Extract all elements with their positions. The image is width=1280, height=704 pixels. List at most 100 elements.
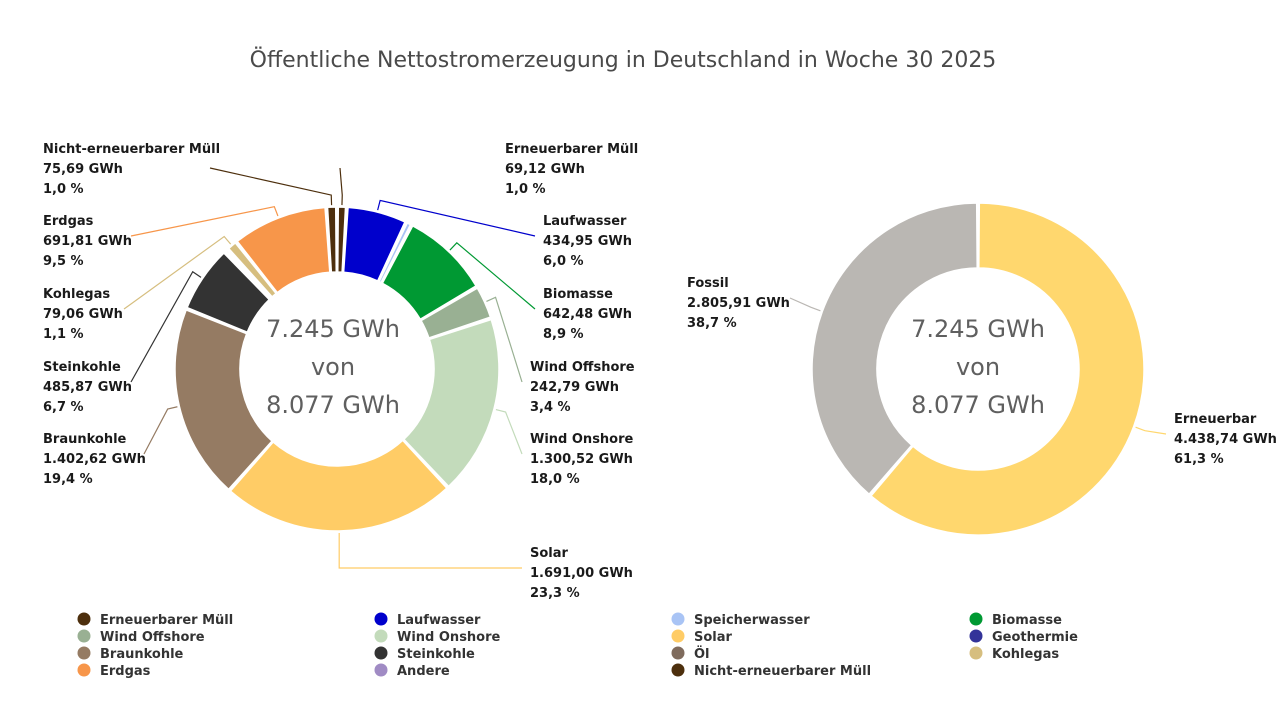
legend-swatch-steinkohle — [374, 646, 388, 660]
legend-label-laufwasser: Laufwasser — [397, 613, 481, 628]
legend-swatch-nicht-erneuerbarer-muell — [671, 663, 685, 677]
data-label-nicht-erneuerbarer-muell-name: Nicht-erneuerbarer Müll — [43, 142, 220, 157]
leader-line-biomasse — [449, 241, 536, 310]
data-label-kohlegas-value-label: 79,06 GWh — [43, 307, 123, 322]
legend-swatch-oel — [671, 646, 685, 660]
legend-swatch-wind-offshore — [77, 629, 91, 643]
legend-swatch-speicherwasser — [671, 612, 685, 626]
slice-wind-offshore[interactable] — [420, 287, 492, 339]
data-label-braunkohle-value-label: 1.402,62 GWh — [43, 452, 146, 467]
slice-erneuerbarer-muell[interactable] — [337, 206, 347, 273]
leader-line-erneuerbarer-muell — [339, 167, 343, 206]
slice-erdgas[interactable] — [236, 206, 331, 294]
legend-label-braunkohle: Braunkohle — [100, 647, 184, 662]
data-label-steinkohle-percent-label: 6,7 % — [43, 400, 84, 415]
data-label-fossil-value-label: 2.805,91 GWh — [687, 296, 790, 311]
legend-item-braunkohle[interactable]: Braunkohle — [77, 646, 184, 663]
slice-steinkohle[interactable] — [186, 251, 271, 334]
slice-solar[interactable] — [229, 439, 448, 532]
data-label-erneuerbar-value-label: 4.438,74 GWh — [1174, 432, 1277, 447]
leader-line-steinkohle — [130, 270, 202, 383]
legend-swatch-kohlegas — [969, 646, 983, 660]
leader-line-laufwasser — [377, 199, 536, 237]
slice-nicht-erneuerbarer-muell[interactable] — [326, 206, 337, 273]
data-label-wind-onshore-percent-label: 18,0 % — [530, 472, 580, 487]
center-line-1: 7.245 GWh — [266, 315, 400, 343]
slice-fossil[interactable] — [811, 202, 978, 496]
legend-label-biomasse: Biomasse — [992, 613, 1062, 628]
center-line-2: von — [956, 353, 1000, 381]
legend-item-kohlegas[interactable]: Kohlegas — [969, 646, 1060, 663]
legend-item-speicherwasser[interactable]: Speicherwasser — [671, 612, 811, 629]
slice-oel[interactable] — [224, 249, 273, 300]
data-label-fossil-name: Fossil — [687, 276, 729, 291]
data-label-biomasse-percent-label: 8,9 % — [543, 327, 584, 342]
legend-swatch-solar — [671, 629, 685, 643]
slice-laufwasser[interactable] — [342, 206, 406, 282]
data-label-fossil-percent-label: 38,7 % — [687, 316, 737, 331]
slice-kohlegas[interactable] — [227, 241, 278, 298]
data-label-solar-value-label: 1.691,00 GWh — [530, 566, 633, 581]
data-label-erneuerbarer-muell-percent-label: 1,0 % — [505, 182, 546, 197]
legend-label-nicht-erneuerbarer-muell: Nicht-erneuerbarer Müll — [694, 664, 871, 679]
legend-item-wind-onshore[interactable]: Wind Onshore — [374, 629, 501, 646]
center-line-2: von — [311, 353, 355, 381]
leader-line-kohlegas — [123, 235, 232, 310]
leader-line-wind-onshore — [495, 408, 523, 455]
legend-swatch-laufwasser — [374, 612, 388, 626]
data-label-wind-onshore-name: Wind Onshore — [530, 432, 634, 447]
data-label-erneuerbarer-muell-value-label: 69,12 GWh — [505, 162, 585, 177]
data-label-wind-offshore-value-label: 242,79 GWh — [530, 380, 619, 395]
legend-swatch-wind-onshore — [374, 629, 388, 643]
legend-item-erneuerbarer-muell[interactable]: Erneuerbarer Müll — [77, 612, 234, 629]
legend-item-wind-offshore[interactable]: Wind Offshore — [77, 629, 205, 646]
center-line-1: 7.245 GWh — [911, 315, 1045, 343]
legend-label-steinkohle: Steinkohle — [397, 647, 475, 662]
slice-labels-energy-sources: Erneuerbarer Müll 69,12 GWh 1,0 % Laufwasse… — [43, 142, 638, 601]
slice-braunkohle[interactable] — [174, 308, 274, 491]
legend-item-geothermie[interactable]: Geothermie — [969, 629, 1079, 646]
slice-wind-onshore[interactable] — [402, 318, 500, 488]
data-label-wind-offshore-name: Wind Offshore — [530, 360, 635, 375]
leader-line-fossil — [789, 297, 821, 312]
legend-label-kohlegas: Kohlegas — [992, 647, 1059, 662]
slice-speicherwasser[interactable] — [378, 222, 412, 284]
legend-item-nicht-erneuerbarer-muell[interactable]: Nicht-erneuerbarer Müll — [671, 663, 872, 680]
slice-biomasse[interactable] — [381, 224, 478, 321]
leader-line-erdgas — [130, 205, 279, 237]
center-line-3: 8.077 GWh — [266, 391, 400, 419]
slice-labels-renewable-vs-fossil: Erneuerbar 4.438,74 GWh 61,3 % Fossil 2.805,… — [687, 276, 1277, 467]
legend-label-andere: Andere — [397, 664, 450, 679]
legend-item-biomasse[interactable]: Biomasse — [969, 612, 1063, 629]
data-label-erdgas-value-label: 691,81 GWh — [43, 234, 132, 249]
data-label-braunkohle-percent-label: 19,4 % — [43, 472, 93, 487]
leader-line-nicht-erneuerbarer-muell — [209, 167, 333, 206]
legend-swatch-erneuerbarer-muell — [77, 612, 91, 626]
leader-line-wind-offshore — [486, 296, 523, 383]
center-text-left: 7.245 GWh von 8.077 GWh — [266, 315, 400, 419]
slice-erneuerbar[interactable] — [869, 202, 1145, 536]
legend-item-andere[interactable]: Andere — [374, 663, 450, 680]
leader-line-solar — [338, 532, 522, 569]
data-label-erneuerbar-percent-label: 61,3 % — [1174, 452, 1224, 467]
legend-label-solar: Solar — [694, 630, 733, 645]
legend-label-oel: Öl — [694, 646, 710, 662]
data-label-solar-percent-label: 23,3 % — [530, 586, 580, 601]
center-text-right: 7.245 GWh von 8.077 GWh — [911, 315, 1045, 419]
chart-title: Öffentliche Nettostromerzeugung in Deuts… — [250, 47, 997, 73]
legend-label-wind-offshore: Wind Offshore — [100, 630, 205, 645]
data-label-steinkohle-value-label: 485,87 GWh — [43, 380, 132, 395]
legend-swatch-erdgas — [77, 663, 91, 677]
donut-chart-energy-sources — [174, 206, 500, 532]
legend-item-steinkohle[interactable]: Steinkohle — [374, 646, 476, 663]
data-label-erdgas-percent-label: 9,5 % — [43, 254, 84, 269]
data-label-biomasse-name: Biomasse — [543, 287, 613, 302]
data-label-wind-offshore-percent-label: 3,4 % — [530, 400, 571, 415]
legend-item-laufwasser[interactable]: Laufwasser — [374, 612, 482, 629]
legend-item-erdgas[interactable]: Erdgas — [77, 663, 151, 680]
data-label-laufwasser-value-label: 434,95 GWh — [543, 234, 632, 249]
legend-label-geothermie: Geothermie — [992, 630, 1078, 645]
data-label-biomasse-value-label: 642,48 GWh — [543, 307, 632, 322]
legend-item-solar[interactable]: Solar — [671, 629, 733, 646]
legend-item-oel[interactable]: Öl — [671, 646, 710, 662]
